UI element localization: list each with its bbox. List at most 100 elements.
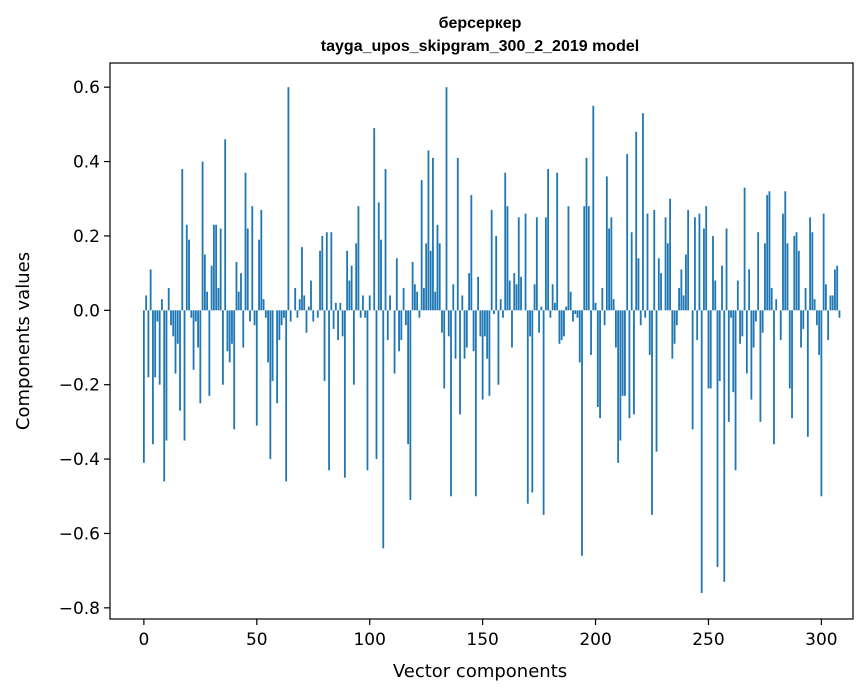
bar [716, 310, 719, 567]
bar [312, 310, 315, 322]
bar [398, 310, 400, 352]
x-tick-label: 300 [805, 630, 837, 650]
bar [633, 310, 635, 415]
bar [375, 310, 378, 460]
bar [339, 302, 342, 311]
bar [836, 265, 839, 311]
bar [517, 217, 520, 311]
bar [770, 288, 773, 311]
bar [341, 310, 344, 337]
y-tick-label: −0.6 [59, 524, 100, 544]
bar [156, 310, 159, 322]
bar [723, 310, 726, 582]
bar [357, 206, 360, 311]
bar [441, 310, 443, 333]
bar [434, 291, 437, 311]
bar [255, 310, 258, 426]
bar [176, 310, 179, 344]
bar [560, 310, 563, 341]
bar [210, 265, 213, 311]
bar [556, 172, 559, 311]
bar [450, 310, 452, 497]
bar [815, 310, 818, 326]
bar [567, 206, 570, 311]
bar [639, 310, 642, 326]
bar [328, 310, 330, 471]
bar [438, 243, 441, 311]
bar [167, 288, 170, 311]
bar [377, 202, 380, 311]
bar [477, 276, 480, 311]
chart-subtitle: tayga_upos_skipgram_300_2_2019 model [321, 38, 639, 55]
bar [185, 224, 188, 311]
bar [393, 310, 396, 374]
bar [806, 310, 809, 437]
bar [147, 310, 150, 378]
bar [474, 310, 477, 497]
bar [389, 295, 391, 311]
bar [621, 310, 624, 396]
bar [416, 291, 419, 311]
bar [244, 172, 247, 311]
bar [542, 310, 545, 515]
bar [608, 228, 610, 311]
bar [515, 284, 518, 311]
y-tick-label: −0.4 [59, 450, 100, 470]
bar [271, 310, 274, 381]
bar [574, 310, 577, 315]
bar [368, 295, 371, 311]
bar [154, 310, 157, 378]
bar [813, 299, 816, 311]
bar [235, 261, 238, 311]
bar [626, 154, 629, 311]
bar [773, 310, 775, 445]
bar [217, 288, 220, 311]
bar [179, 310, 181, 411]
bar [330, 232, 333, 311]
bar [337, 310, 339, 341]
bar [788, 310, 791, 389]
bar [481, 310, 484, 400]
bar [267, 310, 269, 363]
bar [145, 295, 148, 311]
bar [264, 310, 267, 318]
bar [592, 105, 595, 311]
bar [483, 310, 486, 337]
bar [192, 310, 195, 370]
bar [558, 310, 561, 344]
bar [237, 291, 240, 311]
bar [831, 295, 834, 311]
bar [511, 310, 513, 348]
bar [587, 206, 590, 311]
bar [533, 284, 536, 311]
bar [628, 310, 631, 419]
bar [346, 250, 349, 311]
bar [301, 247, 303, 311]
bar [240, 273, 242, 311]
bar [249, 310, 251, 322]
bar [407, 310, 410, 445]
bar [610, 217, 613, 311]
bar [825, 284, 827, 311]
bar [791, 310, 793, 419]
bar [486, 310, 489, 359]
bar [298, 299, 301, 311]
bar [730, 310, 732, 318]
bar [759, 310, 762, 422]
bar [703, 228, 705, 311]
bar [402, 288, 405, 311]
bar [617, 310, 620, 463]
bar [382, 310, 385, 549]
bar [262, 299, 265, 311]
bar [822, 213, 825, 311]
bar [222, 310, 224, 385]
bar [590, 310, 592, 355]
bar [540, 306, 543, 311]
bar [531, 310, 534, 493]
bar [285, 310, 288, 482]
bar [461, 295, 464, 311]
bar [712, 235, 714, 311]
bar [219, 228, 222, 311]
bar [784, 191, 787, 311]
bar [741, 310, 744, 337]
